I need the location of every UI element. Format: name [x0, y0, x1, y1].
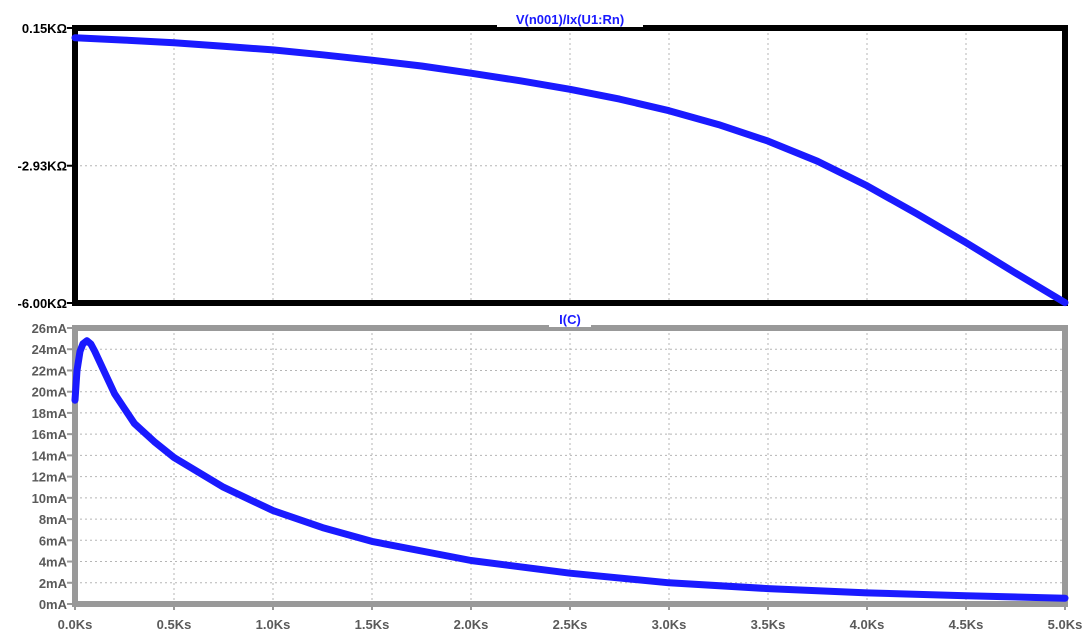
y-tick-label: 20mA: [32, 385, 68, 400]
plot-frame: [72, 25, 1068, 306]
y-tick-label: -2.93KΩ: [18, 159, 67, 174]
series-line-1: [71, 337, 1069, 602]
y-tick-label: 8mA: [39, 512, 68, 527]
x-tick-label: 4.0Ks: [850, 617, 885, 632]
y-tick-label: 10mA: [32, 491, 68, 506]
y-tick-label: 14mA: [32, 448, 68, 463]
y-tick-label: 0mA: [39, 597, 68, 612]
x-tick-label: 5.0Ks: [1048, 617, 1083, 632]
y-tick-label: 18mA: [32, 406, 68, 421]
x-tick-label: 2.0Ks: [454, 617, 489, 632]
x-tick-label: 1.0Ks: [256, 617, 291, 632]
x-tick-label: 1.5Ks: [355, 617, 390, 632]
y-tick-label: 16mA: [32, 427, 68, 442]
series-line-1: [71, 34, 1069, 307]
plot-title: V(n001)/Ix(U1:Rn): [516, 12, 624, 27]
y-tick-label: 6mA: [39, 533, 68, 548]
title-background: [549, 311, 591, 327]
y-tick-label: 0.15KΩ: [22, 21, 67, 36]
y-tick-label: 2mA: [39, 576, 68, 591]
y-tick-label: 12mA: [32, 470, 68, 485]
x-tick-label: 3.5Ks: [751, 617, 786, 632]
x-tick-label: 4.5Ks: [949, 617, 984, 632]
panel-2: 0mA 2mA 4mA 6mA 8mA 10mA 12mA 14mA 16mA 18mA 20mA 2…: [32, 311, 1083, 632]
title-background: [497, 11, 643, 27]
x-tick-label: 2.5Ks: [553, 617, 588, 632]
y-tick-label: -6.00KΩ: [18, 296, 67, 311]
plot-title: I(C): [559, 312, 581, 327]
y-tick-label: 4mA: [39, 555, 68, 570]
panel-1: 0.15KΩ -2.93KΩ -6.00KΩ V(n001)/Ix(U1:Rn): [18, 11, 1069, 311]
y-tick-label: 26mA: [32, 321, 68, 336]
x-tick-label: 0.5Ks: [157, 617, 192, 632]
plot-frame: [72, 325, 1068, 607]
y-tick-label: 22mA: [32, 363, 68, 378]
y-tick-label: 24mA: [32, 342, 68, 357]
x-tick-label: 0.0Ks: [58, 617, 93, 632]
x-tick-label: 3.0Ks: [652, 617, 687, 632]
